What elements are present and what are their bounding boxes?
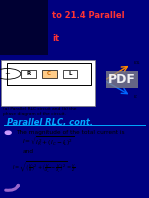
FancyBboxPatch shape [42, 70, 57, 78]
Text: L: L [68, 71, 72, 76]
Text: it: it [52, 34, 59, 43]
Text: $I = \sqrt{\left(\frac{V}{R}\right)^2 + \left(\frac{V}{X_C} - \frac{V}{X_L}\righ: $I = \sqrt{\left(\frac{V}{R}\right)^2 + … [12, 161, 76, 175]
Text: C: C [47, 71, 51, 76]
FancyArrowPatch shape [6, 185, 18, 190]
Text: ~: ~ [4, 71, 10, 77]
Circle shape [5, 131, 11, 134]
Text: to 21.4 Parallel: to 21.4 Parallel [52, 11, 125, 20]
FancyBboxPatch shape [1, 60, 95, 106]
Text: $I_C$: $I_C$ [133, 93, 138, 101]
Polygon shape [0, 0, 48, 55]
Text: $I = \sqrt{I_R^2 + (I_C - I_L)^2}$: $I = \sqrt{I_R^2 + (I_C - I_L)^2}$ [22, 135, 75, 149]
Text: (a) Parallel RLC circuit and (b) the
phase diagram of the circuit.: (a) Parallel RLC circuit and (b) the pha… [3, 107, 76, 116]
FancyBboxPatch shape [63, 70, 77, 78]
Text: The magnitude of the total current is: The magnitude of the total current is [16, 130, 125, 135]
Text: Parallel RLC, cont.: Parallel RLC, cont. [7, 118, 93, 127]
Text: and: and [22, 148, 33, 153]
Text: $I_C I_L$: $I_C I_L$ [133, 59, 141, 67]
Text: PDF: PDF [108, 73, 136, 86]
FancyBboxPatch shape [21, 70, 36, 78]
Text: R: R [26, 71, 30, 76]
